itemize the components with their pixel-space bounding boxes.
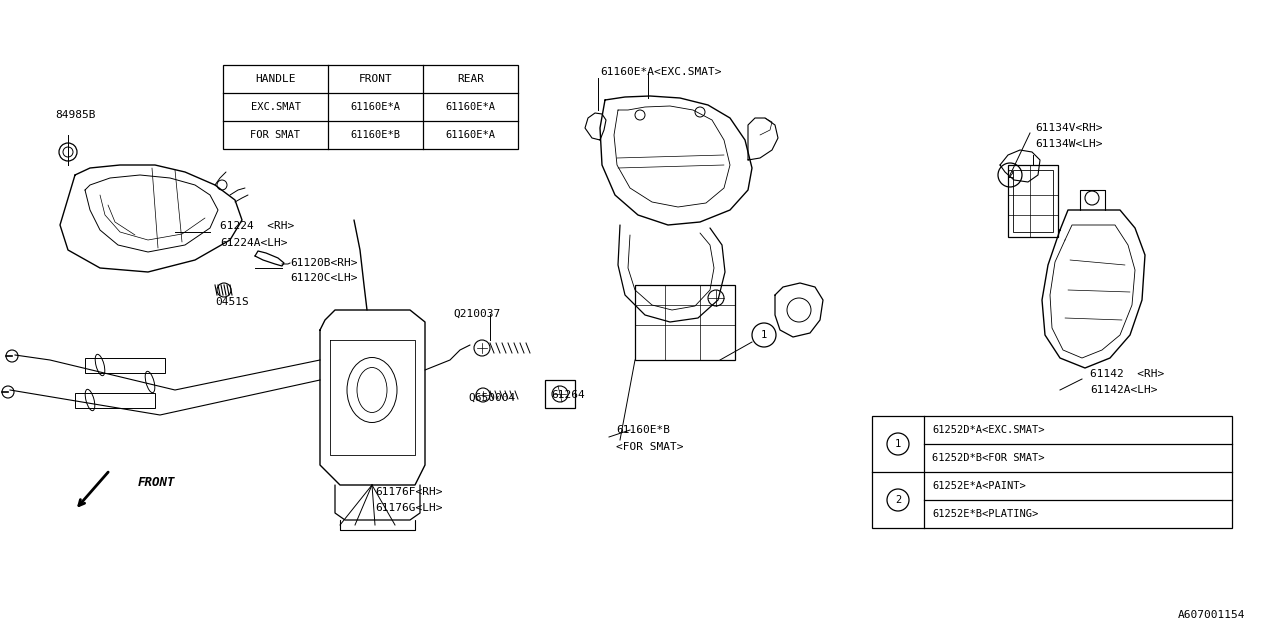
Text: <FOR SMAT>: <FOR SMAT>	[616, 442, 684, 452]
Bar	[635, 285, 735, 360]
Text: 2: 2	[895, 495, 901, 505]
Bar	[1012, 170, 1053, 232]
Text: 61224  <RH>: 61224 <RH>	[220, 221, 294, 231]
Text: Q210037: Q210037	[453, 309, 500, 319]
Text: 61134V<RH>: 61134V<RH>	[1036, 123, 1102, 133]
Text: 61176F<RH>: 61176F<RH>	[375, 487, 443, 497]
Text: 61264: 61264	[550, 390, 585, 400]
Text: 61134W<LH>: 61134W<LH>	[1036, 139, 1102, 149]
Text: 61120C<LH>: 61120C<LH>	[291, 273, 357, 283]
Text: 61142A<LH>: 61142A<LH>	[1091, 385, 1157, 395]
Bar	[223, 65, 518, 149]
Text: EXC.SMAT: EXC.SMAT	[251, 102, 301, 112]
Text: A607001154: A607001154	[1178, 610, 1245, 620]
Text: 61160E*B: 61160E*B	[351, 130, 401, 140]
Text: HANDLE: HANDLE	[255, 74, 296, 84]
Text: FRONT: FRONT	[358, 74, 393, 84]
Text: 61160E*A<EXC.SMAT>: 61160E*A<EXC.SMAT>	[600, 67, 722, 77]
Text: 61252D*A<EXC.SMAT>: 61252D*A<EXC.SMAT>	[932, 425, 1044, 435]
Bar	[545, 380, 575, 408]
Text: 1: 1	[895, 439, 901, 449]
Text: FRONT: FRONT	[138, 477, 175, 490]
Bar	[84, 358, 165, 373]
Text: 61160E*A: 61160E*A	[445, 102, 495, 112]
Text: 61224A<LH>: 61224A<LH>	[220, 238, 288, 248]
Bar	[872, 416, 1231, 528]
Text: Q650004: Q650004	[468, 393, 516, 403]
Text: 61176G<LH>: 61176G<LH>	[375, 503, 443, 513]
Text: FOR SMAT: FOR SMAT	[251, 130, 301, 140]
Text: 0451S: 0451S	[215, 297, 248, 307]
Text: 61252E*B<PLATING>: 61252E*B<PLATING>	[932, 509, 1038, 519]
Text: 61160E*B: 61160E*B	[616, 425, 669, 435]
Bar	[1009, 165, 1059, 237]
Text: REAR: REAR	[457, 74, 484, 84]
Text: 84985B: 84985B	[55, 110, 96, 120]
Text: 2: 2	[1007, 170, 1014, 180]
Text: 61160E*A: 61160E*A	[351, 102, 401, 112]
Bar	[76, 393, 155, 408]
Text: 61142  <RH>: 61142 <RH>	[1091, 369, 1165, 379]
Text: 61252D*B<FOR SMAT>: 61252D*B<FOR SMAT>	[932, 453, 1044, 463]
Text: 61252E*A<PAINT>: 61252E*A<PAINT>	[932, 481, 1025, 491]
Text: 61160E*A: 61160E*A	[445, 130, 495, 140]
Text: 61120B<RH>: 61120B<RH>	[291, 258, 357, 268]
Text: 1: 1	[760, 330, 767, 340]
